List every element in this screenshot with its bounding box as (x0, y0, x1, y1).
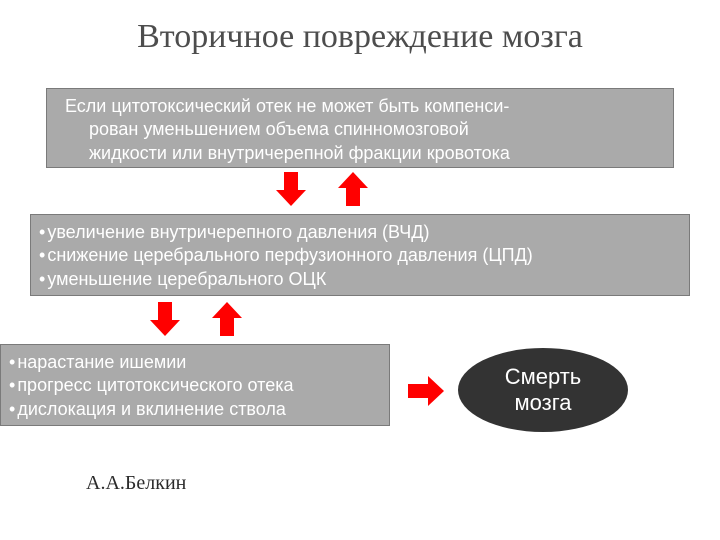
bullet-dot-icon: • (9, 398, 17, 421)
slide-title: Вторичное повреждение мозга (0, 18, 720, 56)
box2-bullet: •снижение церебрального перфузионного да… (39, 244, 681, 267)
box3-bullet: •прогресс цитотоксического отека (9, 374, 381, 397)
bullet-dot-icon: • (39, 268, 47, 291)
author-credit: А.А.Белкин (86, 472, 186, 495)
ellipse-brain-death: Смерть мозга (458, 348, 628, 432)
box2-bullet: •уменьшение церебрального ОЦК (39, 268, 681, 291)
bullet-dot-icon: • (39, 221, 47, 244)
bullet-dot-icon: • (39, 244, 47, 267)
bullet-text: снижение церебрального перфузионного дав… (47, 244, 532, 267)
box1-line: жидкости или внутричерепной фракции кров… (55, 142, 665, 165)
box-condition: Если цитотоксический отек не может быть … (46, 88, 674, 168)
bullet-dot-icon: • (9, 351, 17, 374)
box-progression: •нарастание ишемии•прогресс цитотоксичес… (0, 344, 390, 426)
box3-bullet: •нарастание ишемии (9, 351, 381, 374)
box-effects: •увеличение внутричерепного давления (ВЧ… (30, 214, 690, 296)
ellipse-line2: мозга (505, 390, 582, 416)
box1-line: рован уменьшением объема спинномозговой (55, 118, 665, 141)
bullet-text: нарастание ишемии (17, 351, 186, 374)
ellipse-line1: Смерть (505, 364, 582, 390)
bullet-dot-icon: • (9, 374, 17, 397)
box3-bullet: •дислокация и вклинение ствола (9, 398, 381, 421)
bullet-text: прогресс цитотоксического отека (17, 374, 293, 397)
bullet-text: уменьшение церебрального ОЦК (47, 268, 326, 291)
box2-bullet: •увеличение внутричерепного давления (ВЧ… (39, 221, 681, 244)
box1-line: Если цитотоксический отек не может быть … (55, 95, 665, 118)
bullet-text: увеличение внутричерепного давления (ВЧД… (47, 221, 429, 244)
bullet-text: дислокация и вклинение ствола (17, 398, 286, 421)
